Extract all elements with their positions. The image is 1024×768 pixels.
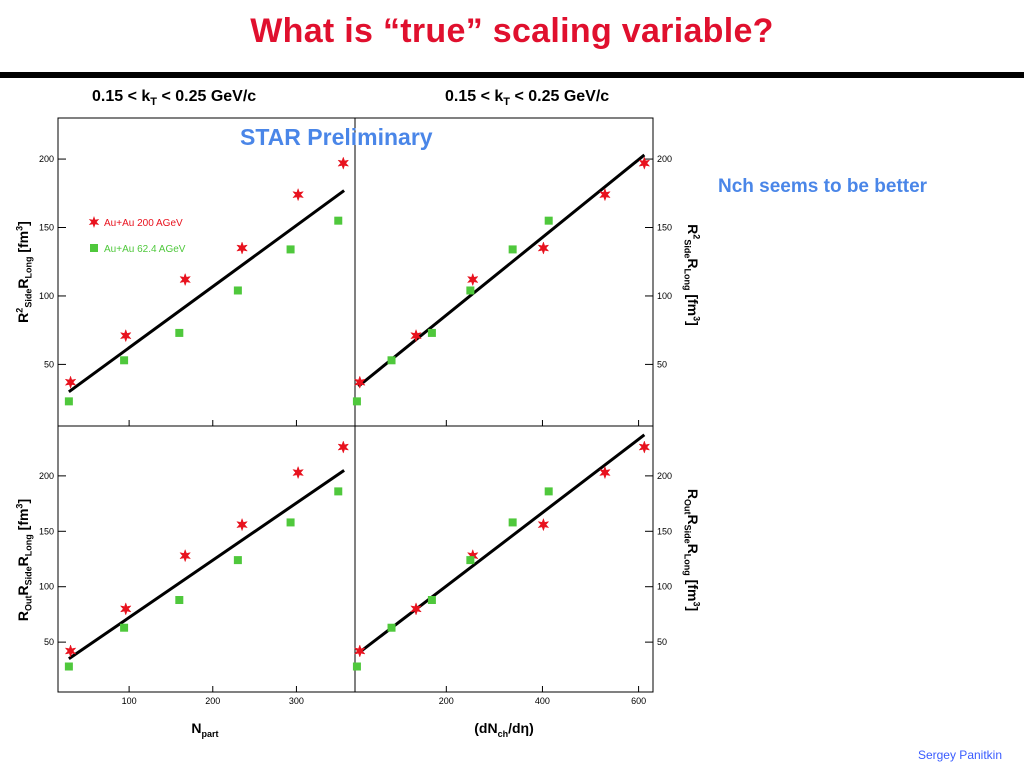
point-62-top-right-0 <box>352 397 361 406</box>
point-200-bottom-right-5 <box>638 440 651 454</box>
point-200-top-left-5 <box>337 156 350 170</box>
xtick-label-bottom-right-600: 600 <box>631 696 646 706</box>
point-62-bottom-right-1 <box>387 623 396 632</box>
point-62-top-left-1 <box>120 356 129 365</box>
point-200-bottom-right-0 <box>353 644 366 658</box>
point-62-bottom-left-0 <box>64 662 73 671</box>
point-200-top-right-5 <box>638 156 651 170</box>
kt-range-label-right: 0.15 < kT < 0.25 GeV/c <box>445 88 610 109</box>
point-62-bottom-right-4 <box>508 518 517 527</box>
point-62-bottom-right-2 <box>427 596 436 605</box>
point-62-bottom-right-0 <box>352 662 361 671</box>
legend-marker-62 <box>90 244 98 252</box>
point-200-bottom-left-4 <box>292 465 304 480</box>
point-200-bottom-right-4 <box>599 465 611 480</box>
point-62-top-right-1 <box>387 356 396 365</box>
point-200-top-left-1 <box>119 328 132 343</box>
ytick-label-bottom-left-100: 100 <box>39 582 54 592</box>
fit-line-bottom-left <box>68 469 345 660</box>
point-200-bottom-right-1 <box>410 602 422 616</box>
plot-frame-top-left <box>57 117 356 427</box>
point-200-bottom-right-3 <box>537 517 550 532</box>
ylabel-top-left: R2SideRLong [fm3] <box>14 221 34 323</box>
point-62-top-left-4 <box>286 245 295 254</box>
xlabel-npart: Npart <box>191 720 219 739</box>
fit-line-bottom-right <box>357 433 646 655</box>
ytick-label-bottom-left-150: 150 <box>39 526 54 536</box>
legend-marker-200 <box>88 216 100 228</box>
point-200-top-left-3 <box>236 241 248 255</box>
point-62-bottom-right-5 <box>544 487 553 496</box>
fit-line-top-left <box>67 189 346 393</box>
point-200-top-right-0 <box>353 375 366 389</box>
ytick-label-bottom-left-50: 50 <box>44 637 54 647</box>
xtick-label-bottom-left-100: 100 <box>122 696 137 706</box>
point-200-top-right-1 <box>410 328 422 343</box>
nch-note: Nch seems to be better <box>718 176 928 197</box>
point-200-bottom-left-5 <box>337 440 350 454</box>
ytick-label-bottom-right-100: 100 <box>657 582 672 592</box>
slide-title: What is “true” scaling variable? <box>250 12 774 50</box>
point-62-bottom-left-3 <box>233 556 242 565</box>
point-62-bottom-left-2 <box>175 596 184 605</box>
point-62-top-left-2 <box>175 328 184 337</box>
point-62-top-right-2 <box>427 328 436 337</box>
point-200-bottom-left-1 <box>119 602 132 616</box>
point-200-bottom-left-2 <box>179 548 192 563</box>
point-62-top-right-5 <box>544 216 553 225</box>
xlabel-dnch-deta: (dNch/dη) <box>474 720 534 739</box>
point-200-top-left-0 <box>64 375 77 389</box>
ytick-label-top-left-200: 200 <box>39 154 54 164</box>
ytick-label-top-left-100: 100 <box>39 291 54 301</box>
point-62-bottom-left-1 <box>120 623 129 632</box>
ytick-label-bottom-right-50: 50 <box>657 637 667 647</box>
ytick-label-bottom-left-200: 200 <box>39 471 54 481</box>
kt-range-label-left: 0.15 < kT < 0.25 GeV/c <box>92 88 257 109</box>
xtick-label-bottom-left-300: 300 <box>289 696 304 706</box>
point-62-top-left-3 <box>233 286 242 295</box>
point-200-top-left-4 <box>292 187 304 202</box>
point-62-bottom-left-5 <box>334 487 343 496</box>
plot-frame-bottom-left <box>57 425 356 693</box>
point-62-bottom-right-3 <box>466 556 475 565</box>
point-200-top-right-3 <box>537 241 550 255</box>
ytick-label-bottom-right-150: 150 <box>657 526 672 536</box>
legend-label-200: Au+Au 200 AGeV <box>104 218 183 229</box>
point-200-top-right-2 <box>466 272 479 287</box>
point-62-top-left-5 <box>334 216 343 225</box>
point-200-top-left-2 <box>179 272 192 287</box>
point-62-bottom-left-4 <box>286 518 295 527</box>
title-divider <box>0 72 1024 78</box>
ytick-label-top-left-150: 150 <box>39 223 54 233</box>
xtick-label-bottom-right-400: 400 <box>535 696 550 706</box>
point-62-top-right-4 <box>508 245 517 254</box>
ytick-label-top-right-50: 50 <box>657 359 667 369</box>
point-200-bottom-left-0 <box>64 644 77 658</box>
ytick-label-top-right-200: 200 <box>657 154 672 164</box>
ytick-label-bottom-right-200: 200 <box>657 471 672 481</box>
point-200-top-right-4 <box>599 187 611 202</box>
xtick-label-bottom-left-200: 200 <box>205 696 220 706</box>
point-62-top-right-3 <box>466 286 475 295</box>
fit-line-top-right <box>357 153 646 388</box>
ytick-label-top-left-50: 50 <box>44 359 54 369</box>
point-200-bottom-left-3 <box>236 517 248 532</box>
ytick-label-top-right-100: 100 <box>657 291 672 301</box>
legend-label-62: Au+Au 62.4 AGeV <box>104 244 186 255</box>
author-credit: Sergey Panitkin <box>917 748 1002 762</box>
ylabel-top-right: R2SideRLong [fm3] <box>682 224 702 326</box>
plot-frame-bottom-right <box>354 425 654 693</box>
ytick-label-top-right-150: 150 <box>657 223 672 233</box>
xtick-label-bottom-right-200: 200 <box>439 696 454 706</box>
ylabel-bottom-right: ROutRSideRLong [fm3] <box>682 488 702 612</box>
star-preliminary-label: STAR Preliminary <box>240 124 433 150</box>
point-62-top-left-0 <box>64 397 73 406</box>
plot-frame-top-right <box>354 117 654 427</box>
ylabel-bottom-left: ROutRSideRLong [fm3] <box>14 498 34 622</box>
